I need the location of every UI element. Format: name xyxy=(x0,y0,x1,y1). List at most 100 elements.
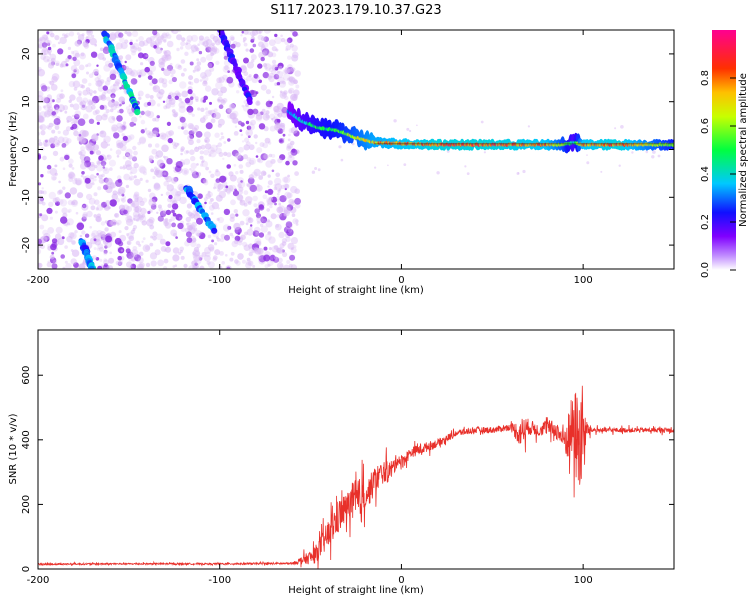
noise-speck xyxy=(68,172,76,180)
noise-speck xyxy=(211,88,219,96)
noise-speck xyxy=(212,257,217,262)
noise-speck xyxy=(285,45,291,51)
noise-speck xyxy=(128,255,135,262)
noise-speck xyxy=(127,32,133,37)
noise-speck xyxy=(94,164,98,169)
noise-speck xyxy=(201,251,207,257)
noise-speck xyxy=(243,244,251,251)
noise-speck xyxy=(151,78,158,85)
noise-speck xyxy=(43,232,51,240)
noise-speck xyxy=(205,251,211,257)
noise-speck xyxy=(255,232,259,236)
noise-speck xyxy=(144,66,150,73)
noise-speck xyxy=(139,177,143,181)
noise-speck xyxy=(86,210,93,218)
noise-speck xyxy=(285,67,288,70)
noise-speck xyxy=(144,127,148,130)
noise-speck xyxy=(406,127,410,131)
x-tick-label: 100 xyxy=(574,275,593,286)
noise-speck xyxy=(97,80,103,87)
x-tick-label: 0 xyxy=(398,575,404,586)
noise-speck xyxy=(268,67,274,72)
noise-speck xyxy=(282,264,291,269)
noise-speck xyxy=(271,95,275,99)
noise-speck xyxy=(40,235,48,243)
noise-speck xyxy=(116,175,122,180)
streak-mark xyxy=(211,227,218,234)
noise-speck xyxy=(86,71,89,75)
noise-speck xyxy=(265,66,268,70)
noise-speck xyxy=(54,196,60,203)
noise-speck xyxy=(121,198,126,203)
noise-speck xyxy=(85,105,93,113)
noise-speck xyxy=(168,219,172,223)
noise-speck xyxy=(72,50,79,57)
noise-speck xyxy=(227,138,231,142)
noise-speck xyxy=(117,191,121,195)
noise-speck xyxy=(194,146,200,152)
noise-speck xyxy=(74,113,80,120)
noise-speck xyxy=(95,80,103,87)
noise-speck xyxy=(217,96,223,102)
noise-speck xyxy=(129,70,135,77)
noise-speck xyxy=(287,77,291,81)
noise-speck xyxy=(55,226,63,234)
noise-speck xyxy=(141,213,146,218)
noise-speck xyxy=(266,208,271,212)
noise-speck xyxy=(181,126,185,130)
noise-speck xyxy=(156,115,160,119)
noise-speck xyxy=(225,265,232,269)
noise-speck xyxy=(74,40,81,47)
y-tick-label: -10 xyxy=(21,189,32,205)
noise-speck xyxy=(152,231,158,237)
noise-speck xyxy=(119,166,123,170)
noise-speck xyxy=(181,122,188,128)
noise-speck xyxy=(246,125,252,131)
noise-speck xyxy=(157,96,161,100)
noise-speck xyxy=(93,90,97,94)
noise-speck xyxy=(166,158,173,165)
noise-speck xyxy=(95,150,101,156)
noise-speck xyxy=(50,61,56,66)
noise-speck xyxy=(201,75,209,82)
noise-speck xyxy=(163,172,167,176)
noise-speck xyxy=(150,204,157,210)
noise-speck xyxy=(243,190,249,196)
noise-speck xyxy=(38,112,41,116)
noise-speck xyxy=(181,168,190,176)
noise-speck xyxy=(169,62,173,66)
noise-speck xyxy=(277,76,285,84)
noise-speck xyxy=(114,101,121,108)
noise-speck xyxy=(125,106,130,111)
noise-speck xyxy=(265,89,271,95)
noise-speck xyxy=(225,187,232,194)
noise-speck xyxy=(186,203,192,209)
noise-speck xyxy=(235,152,242,159)
noise-speck xyxy=(90,104,96,110)
noise-speck xyxy=(96,204,104,211)
noise-speck xyxy=(44,110,51,118)
noise-speck xyxy=(52,176,57,181)
noise-speck xyxy=(269,158,276,165)
noise-speck xyxy=(180,41,186,47)
y-tick-label: 10 xyxy=(21,95,32,108)
noise-speck xyxy=(159,210,167,217)
noise-speck xyxy=(212,35,219,42)
noise-speck xyxy=(38,44,43,49)
noise-speck xyxy=(65,58,70,62)
noise-speck xyxy=(51,76,58,83)
noise-speck xyxy=(263,30,271,34)
noise-speck xyxy=(174,142,179,148)
noise-speck xyxy=(57,238,65,246)
noise-speck xyxy=(99,47,104,52)
noise-speck xyxy=(265,160,273,168)
noise-speck xyxy=(109,85,117,93)
noise-speck xyxy=(181,37,186,42)
noise-speck xyxy=(47,42,51,46)
noise-speck xyxy=(124,60,127,64)
noise-speck xyxy=(154,154,159,159)
noise-speck xyxy=(194,251,201,257)
noise-speck xyxy=(268,236,276,244)
noise-speck xyxy=(48,191,56,200)
noise-speck xyxy=(285,207,290,212)
